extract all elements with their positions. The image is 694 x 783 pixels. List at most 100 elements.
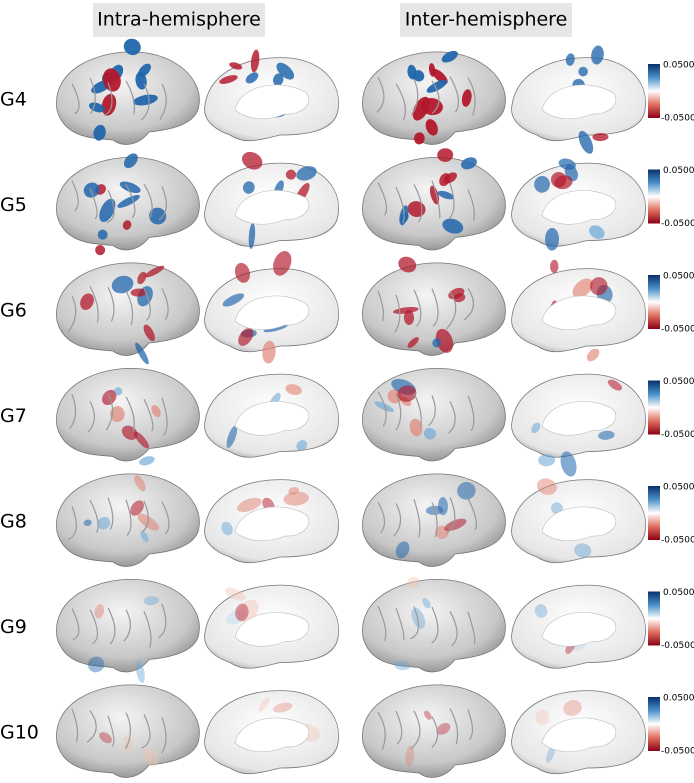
activation-patch: [94, 604, 105, 619]
sulcus: [125, 712, 132, 750]
sulcus: [377, 290, 385, 322]
row-label: G4: [0, 89, 27, 111]
sulcus: [446, 497, 456, 534]
lateral-surface: [362, 50, 506, 145]
activation-patch: [149, 207, 167, 225]
activation-patch: [426, 79, 448, 93]
colorbar-max: 0.0500: [663, 61, 694, 71]
activation-patch: [123, 153, 138, 169]
activation-patch: [394, 660, 411, 671]
sulcus: [107, 286, 115, 322]
medial-wall: [234, 295, 310, 331]
colorbar-min: -0.0500: [661, 641, 694, 651]
sulcus: [431, 288, 439, 327]
activation-patch: [574, 543, 592, 558]
colorbar-min: -0.0500: [661, 325, 694, 335]
lateral-surface: [362, 473, 506, 567]
activation-patch: [138, 456, 155, 466]
activation-patch: [589, 225, 605, 239]
sulcus: [107, 715, 115, 748]
sulcus: [141, 500, 149, 533]
colorbar-min: -0.0500: [661, 536, 694, 546]
sulcus: [448, 401, 456, 434]
activation-patch: [403, 310, 415, 326]
activation-patch: [250, 49, 260, 73]
activation-patch: [130, 288, 147, 297]
activation-patch: [133, 94, 158, 106]
sulcus: [87, 400, 95, 433]
medial-wall: [541, 401, 617, 436]
activation-patch: [407, 576, 420, 589]
sulcus: [125, 396, 135, 432]
activation-patch: [122, 220, 132, 230]
activation-patch: [461, 157, 477, 170]
activation-patch: [237, 497, 262, 513]
sulcus: [125, 184, 136, 219]
sulcus: [467, 77, 476, 116]
sulcus: [431, 606, 439, 644]
sulcus: [377, 502, 386, 534]
medial-wall: [234, 717, 310, 753]
medial-wall: [234, 506, 310, 542]
sulcus: [103, 82, 113, 116]
medial-surface: [204, 49, 339, 142]
activation-patch: [135, 71, 147, 90]
medial-surface: [511, 373, 646, 477]
sulcus: [449, 76, 460, 113]
activation-patch: [444, 518, 467, 532]
activation-patch: [425, 119, 438, 136]
activation-patch: [560, 451, 577, 477]
column-header: Inter-hemisphere: [405, 9, 568, 31]
activation-patch: [442, 218, 464, 234]
activation-patch: [592, 133, 609, 142]
colorbar-max: 0.0500: [663, 694, 694, 704]
activation-patch: [407, 64, 417, 80]
activation-patch: [130, 500, 144, 516]
lateral-surface: [362, 684, 506, 778]
activation-patch: [221, 521, 233, 536]
medial-surface: [204, 584, 339, 669]
sulcus: [395, 392, 402, 431]
activation-patch: [285, 169, 297, 180]
colorbar: [648, 486, 660, 540]
sulcus: [428, 395, 436, 427]
activation-patch: [563, 699, 582, 717]
lateral-surface: [362, 256, 506, 356]
lateral-surface: [56, 473, 200, 567]
sulcus: [377, 182, 388, 216]
sulcus: [125, 80, 136, 115]
sulcus: [89, 188, 98, 220]
sulcus: [71, 180, 79, 212]
activation-patch: [80, 293, 94, 310]
sulcus: [67, 506, 77, 541]
sulcus: [125, 290, 134, 325]
activation-patch: [536, 478, 557, 495]
medial-surface: [511, 45, 646, 154]
activation-patch: [134, 475, 146, 492]
activation-patch: [137, 271, 147, 285]
sulcus: [448, 182, 455, 219]
sulcus: [71, 83, 80, 115]
activation-patch: [411, 607, 426, 629]
sulcus: [160, 717, 167, 754]
activation-patch: [258, 697, 270, 712]
sulcus: [395, 607, 405, 640]
sulcus: [89, 285, 99, 323]
sulcus: [413, 499, 421, 538]
activation-patch: [589, 277, 608, 296]
cortex: [56, 368, 200, 462]
activation-patch: [114, 387, 123, 396]
colorbar-max: 0.0500: [663, 166, 694, 176]
medial-surface: [204, 251, 339, 364]
row-label: G6: [0, 300, 27, 322]
cortex: [56, 473, 200, 567]
activation-patch: [242, 181, 255, 194]
cortex: [56, 579, 200, 673]
activation-patch: [273, 251, 292, 276]
sulcus: [107, 607, 116, 645]
activation-patch: [429, 185, 440, 205]
activation-patch: [407, 337, 419, 348]
sulcus: [467, 497, 478, 530]
lateral-surface: [362, 368, 506, 462]
